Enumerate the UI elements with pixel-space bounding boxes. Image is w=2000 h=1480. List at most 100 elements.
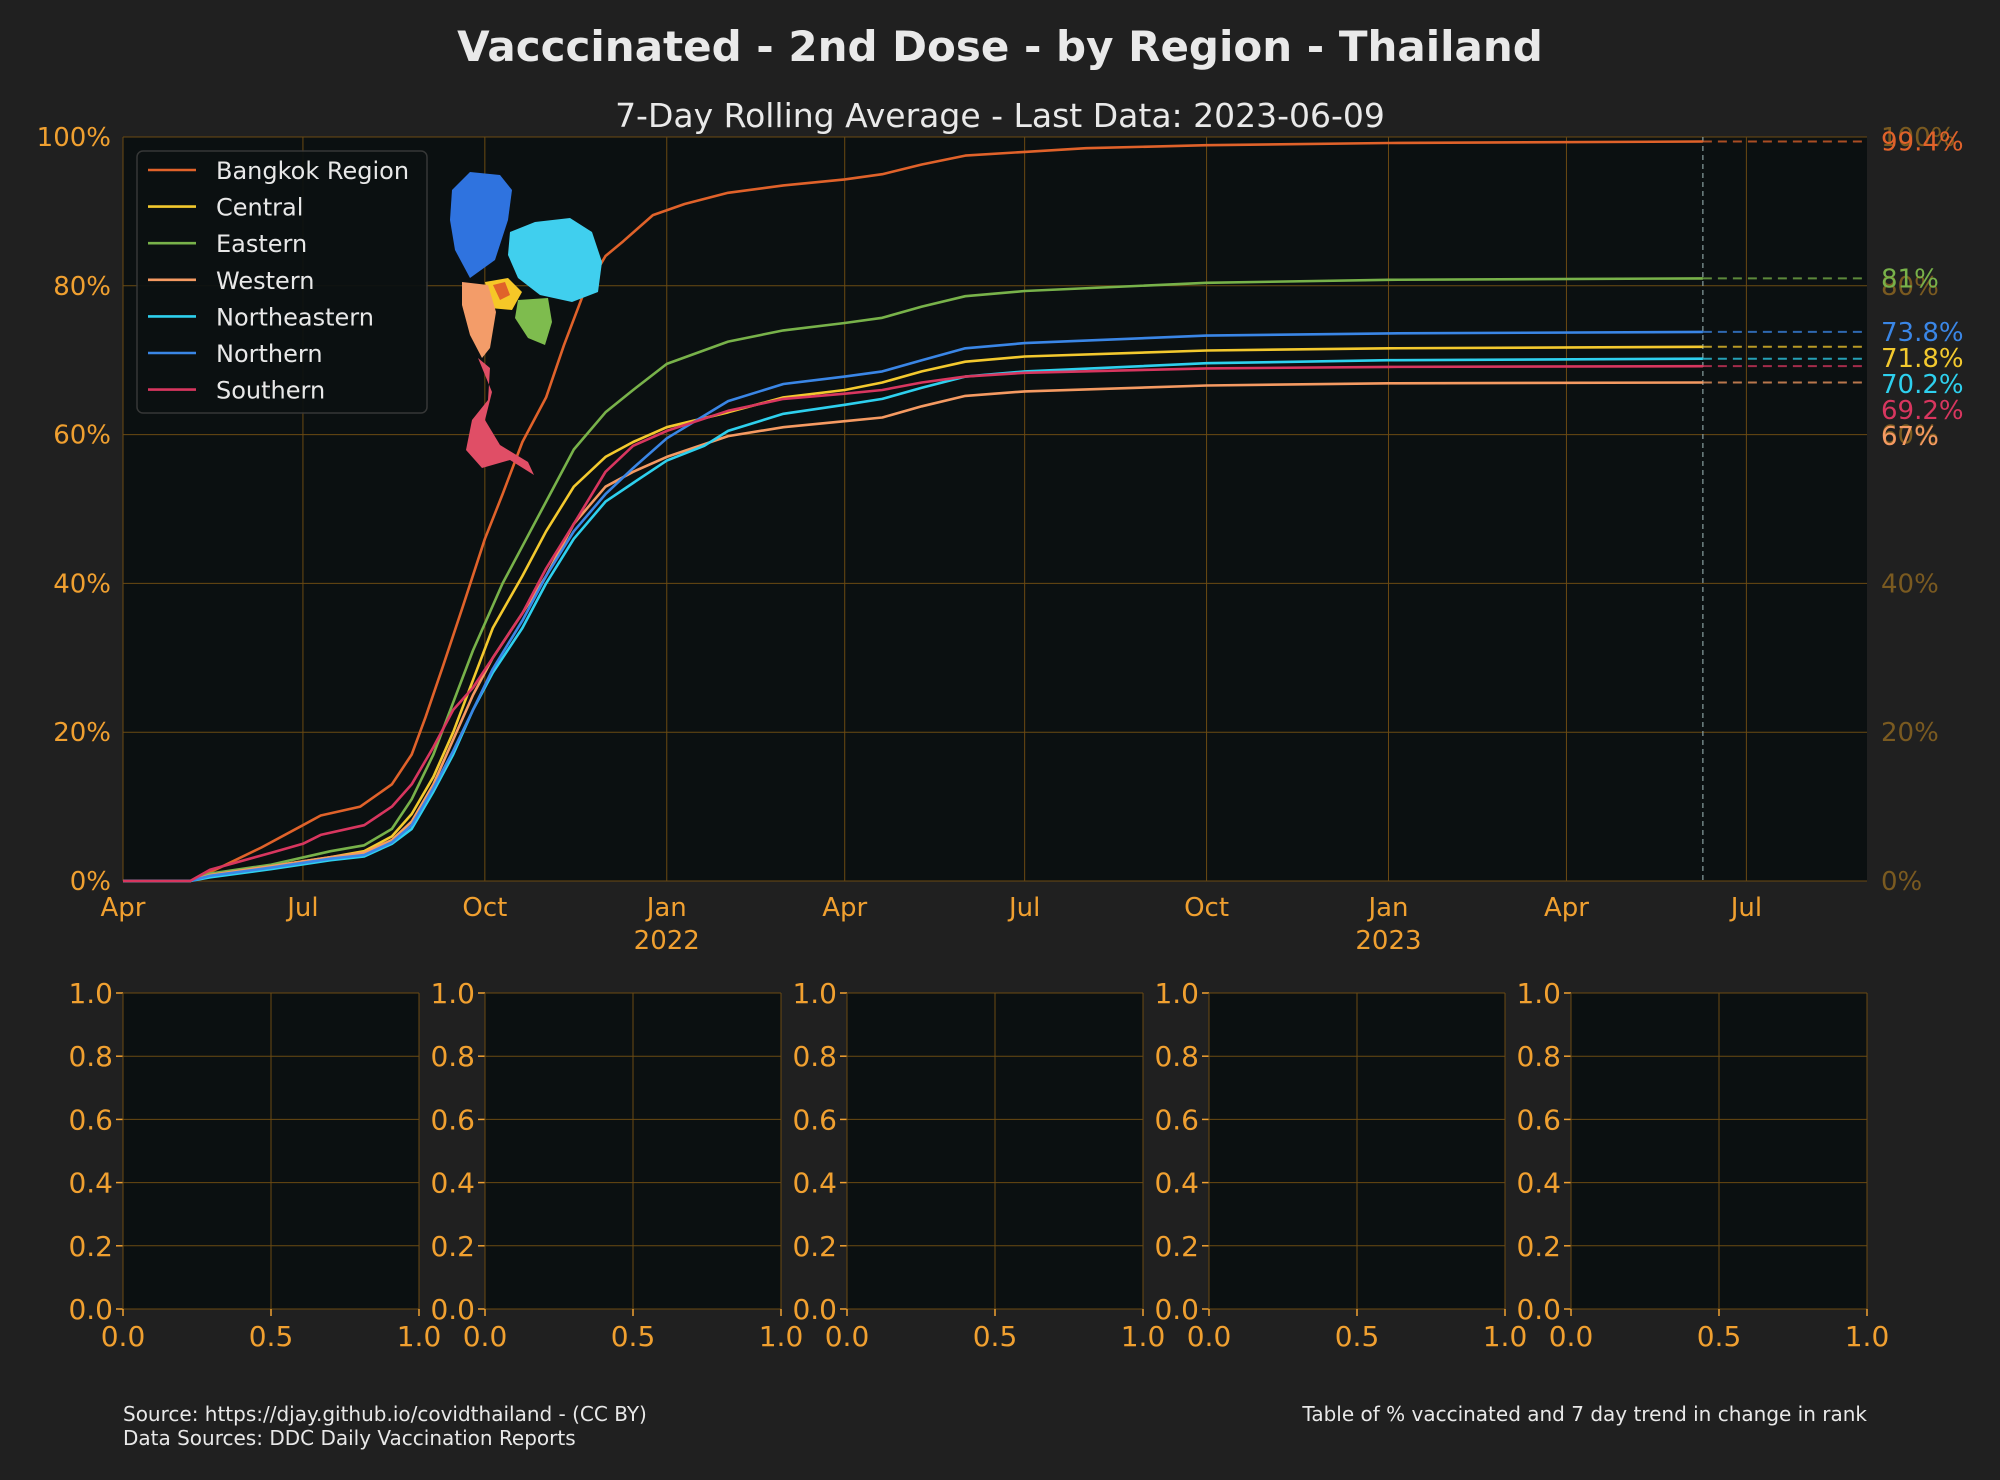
subplot-y-tick-label: 0.4 [1154, 1167, 1199, 1200]
series-line-4 [123, 357, 1703, 883]
x-tick-label: Jul [285, 893, 318, 923]
subplot-y-tick-label: 0.8 [792, 1040, 837, 1073]
right-y-tick-label: 60% [1881, 421, 1939, 451]
map-western-region [462, 282, 496, 358]
y-tick-label: 40% [53, 569, 111, 599]
subplot-y-tick-label: 0.8 [1516, 1040, 1561, 1073]
subplot-x-tick-label: 0.0 [101, 1320, 146, 1353]
x-tick-label: Apr [1544, 893, 1589, 923]
subplot-y-tick-label: 0.6 [68, 1103, 113, 1136]
subplot-y-tick-label: 1.0 [1516, 977, 1561, 1010]
subplot-x-tick-label: 0.5 [973, 1320, 1018, 1353]
y-tick-label: 0% [70, 867, 111, 897]
x-year-label: 2022 [634, 926, 700, 956]
legend-label: Western [216, 267, 314, 295]
series-line-6 [123, 364, 1703, 883]
x-tick-label: Jul [1007, 893, 1040, 923]
data-sources-note: Data Sources: DDC Daily Vaccination Repo… [123, 1426, 576, 1450]
legend-label: Northeastern [216, 303, 374, 331]
subplot-y-tick-label: 0.6 [1154, 1103, 1199, 1136]
x-tick-label: Apr [822, 893, 867, 923]
right-y-tick-label: 100% [1881, 123, 1955, 153]
legend: Bangkok Region Central Eastern Western North… [136, 150, 428, 414]
series-end-label: 69.2% [1881, 396, 1964, 426]
subplot-y-tick-label: 0.0 [430, 1293, 475, 1326]
empty-subplot-3: 0.0 0.2 0.4 0.6 0.8 1.0 0.0 0.5 1.0 [792, 977, 1165, 1353]
subplot-y-tick-label: 0.2 [1154, 1230, 1199, 1263]
empty-subplot-1: 0.0 0.2 0.4 0.6 0.8 1.0 0.0 0.5 1.0 [68, 977, 441, 1353]
subplot-y-tick-label: 0.8 [68, 1040, 113, 1073]
legend-label: Central [216, 194, 303, 222]
series-line-5 [123, 330, 1703, 883]
map-northeastern-region [508, 218, 602, 302]
subplot-y-tick-label: 0.8 [1154, 1040, 1199, 1073]
map-southern-region [466, 358, 534, 475]
series-end-label: 70.2% [1881, 370, 1964, 400]
subplot-x-tick-label: 1.0 [1845, 1320, 1890, 1353]
subplot-y-tick-label: 0.6 [1516, 1103, 1561, 1136]
series-end-label: 81% [1881, 264, 1939, 294]
subplot-y-tick-label: 1.0 [430, 977, 475, 1010]
right-y-tick-label: 0% [1881, 867, 1922, 897]
source-note: Source: https://djay.github.io/covidthai… [123, 1402, 647, 1426]
subplot-x-tick-label: 0.0 [1549, 1320, 1594, 1353]
subplot-y-tick-label: 0.2 [430, 1230, 475, 1263]
legend-label: Southern [216, 377, 325, 405]
empty-subplot-2: 0.0 0.2 0.4 0.6 0.8 1.0 0.0 0.5 1.0 [430, 977, 803, 1353]
x-tick-label: Apr [101, 893, 146, 923]
series-end-label: 99.4% [1881, 127, 1964, 157]
x-tick-label: Jan [645, 893, 687, 923]
subplot-x-tick-label: 0.0 [1187, 1320, 1232, 1353]
right-y-tick-label: 40% [1881, 569, 1939, 599]
subplot-x-tick-label: 0.5 [1335, 1320, 1380, 1353]
subplot-x-tick-label: 1.0 [1483, 1320, 1528, 1353]
series-line-3 [123, 381, 1703, 883]
legend-label: Bangkok Region [216, 157, 409, 185]
subplot-x-tick-label: 0.0 [463, 1320, 508, 1353]
series-end-label: 71.8% [1881, 344, 1964, 374]
x-tick-label: Jul [1729, 893, 1762, 923]
subplot-y-tick-label: 1.0 [1154, 977, 1199, 1010]
map-bangkok-region [493, 282, 510, 300]
subplot-x-tick-label: 1.0 [759, 1320, 804, 1353]
thailand-map-image [450, 172, 602, 475]
table-caption: Table of % vaccinated and 7 day trend in… [1302, 1402, 1867, 1426]
y-tick-label: 60% [53, 421, 111, 451]
y-tick-label: 100% [37, 123, 111, 153]
subplot-y-tick-label: 0.4 [68, 1167, 113, 1200]
subplot-y-tick-label: 0.2 [792, 1230, 837, 1263]
series-line-2 [123, 277, 1703, 883]
subplot-y-tick-label: 0.0 [68, 1293, 113, 1326]
subplot-x-tick-label: 1.0 [1121, 1320, 1166, 1353]
chart-subtitle: 7-Day Rolling Average - Last Data: 2023-… [615, 96, 1385, 135]
legend-label: Eastern [216, 230, 307, 258]
subplot-y-tick-label: 0.6 [430, 1103, 475, 1136]
y-tick-label: 20% [53, 718, 111, 748]
subplot-y-tick-label: 0.2 [1516, 1230, 1561, 1263]
subplot-y-tick-label: 0.0 [1516, 1293, 1561, 1326]
empty-subplot-4: 0.0 0.2 0.4 0.6 0.8 1.0 0.0 0.5 1.0 [1154, 977, 1527, 1353]
map-eastern-region [515, 298, 552, 345]
subplot-y-tick-label: 0.0 [1154, 1293, 1199, 1326]
main-plot: 0% 20% 40% 60% 80% 100% 0% 20% 40% 60% 80% 100% Apr J… [37, 123, 1964, 956]
subplot-x-tick-label: 0.5 [1697, 1320, 1742, 1353]
subplot-y-tick-label: 0.6 [792, 1103, 837, 1136]
legend-label: Northern [216, 340, 323, 368]
series-end-label: 73.8% [1881, 318, 1964, 348]
empty-subplot-5: 0.0 0.2 0.4 0.6 0.8 1.0 0.0 0.5 1.0 [1516, 977, 1889, 1353]
map-northern-region [450, 172, 512, 278]
legend-box [136, 150, 428, 414]
y-tick-label: 80% [53, 272, 111, 302]
subplot-y-tick-label: 0.4 [430, 1167, 475, 1200]
series-end-label: 67% [1881, 422, 1939, 452]
subplot-x-tick-label: 0.5 [611, 1320, 656, 1353]
subplot-y-tick-label: 0.2 [68, 1230, 113, 1263]
x-tick-label: Oct [1184, 893, 1229, 923]
subplot-x-tick-label: 1.0 [397, 1320, 442, 1353]
series-line-0 [123, 140, 1703, 883]
right-y-tick-label: 80% [1881, 272, 1939, 302]
small-plots: 0.00.20.40.60.81.00.0 0.5 1.00.00.20.40.60… [68, 977, 1889, 1353]
subplot-x-tick-label: 0.5 [249, 1320, 294, 1353]
